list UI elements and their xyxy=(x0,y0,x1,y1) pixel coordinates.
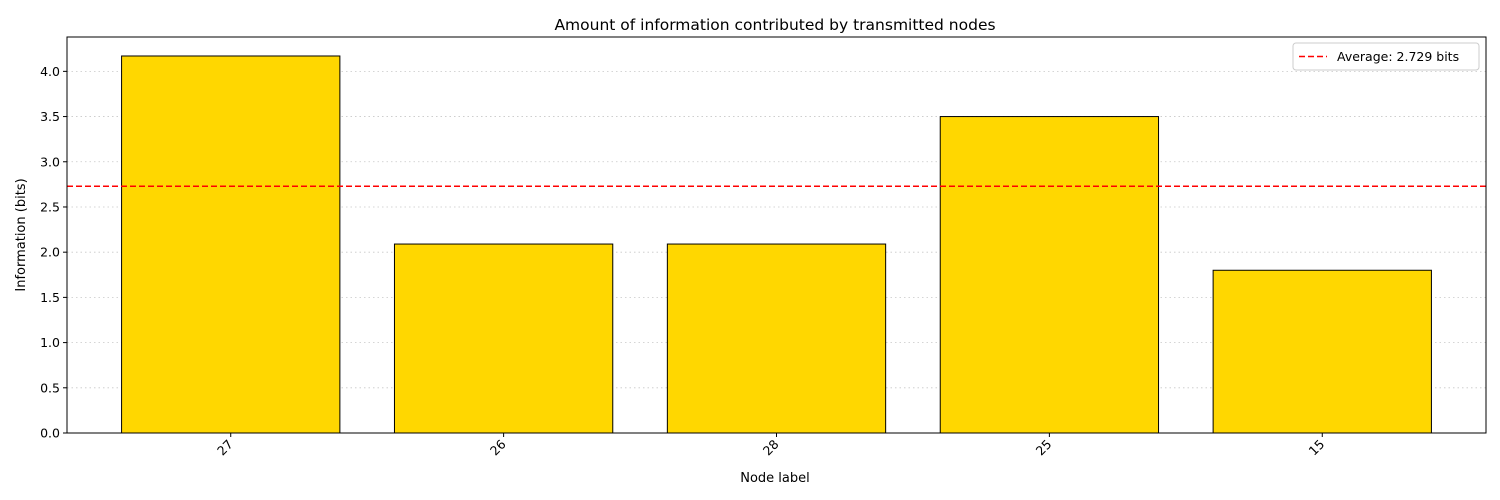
x-tick-label: 27 xyxy=(214,437,236,459)
y-tick-label: 3.0 xyxy=(40,154,60,169)
bar-26 xyxy=(393,243,614,434)
chart-title: Amount of information contributed by tra… xyxy=(554,16,995,34)
legend-box xyxy=(1292,42,1480,71)
y-tick-label: 2.0 xyxy=(40,245,60,260)
x-tick-label: 15 xyxy=(1306,437,1328,459)
x-axis-ticks: 27 26 28 25 15 xyxy=(214,433,1327,458)
y-axis-label: Information (bits) xyxy=(14,178,29,291)
y-tick-label: 1.0 xyxy=(40,335,60,350)
y-axis-ticks: 0.0 0.5 1.0 1.5 2.0 2.5 3.0 3.5 4.0 xyxy=(40,64,67,441)
y-tick-label: 2.5 xyxy=(40,199,60,214)
x-tick-label: 25 xyxy=(1033,437,1055,459)
y-tick-label: 0.5 xyxy=(40,380,60,395)
bar-15 xyxy=(1212,269,1432,434)
y-tick-label: 3.5 xyxy=(40,109,60,124)
bar-28 xyxy=(666,243,887,434)
y-tick-label: 0.0 xyxy=(40,426,60,441)
x-tick-label: 28 xyxy=(760,436,782,458)
legend: Average: 2.729 bits xyxy=(1292,42,1480,71)
x-axis-label: Node label xyxy=(740,471,810,486)
x-tick-label: 26 xyxy=(487,436,509,458)
y-tick-label: 4.0 xyxy=(40,64,60,79)
y-tick-label: 1.5 xyxy=(40,290,60,305)
legend-label-average: Average: 2.729 bits xyxy=(1337,49,1459,64)
bars xyxy=(121,55,1432,434)
bar-27 xyxy=(121,55,341,434)
bar-25 xyxy=(939,116,1160,434)
